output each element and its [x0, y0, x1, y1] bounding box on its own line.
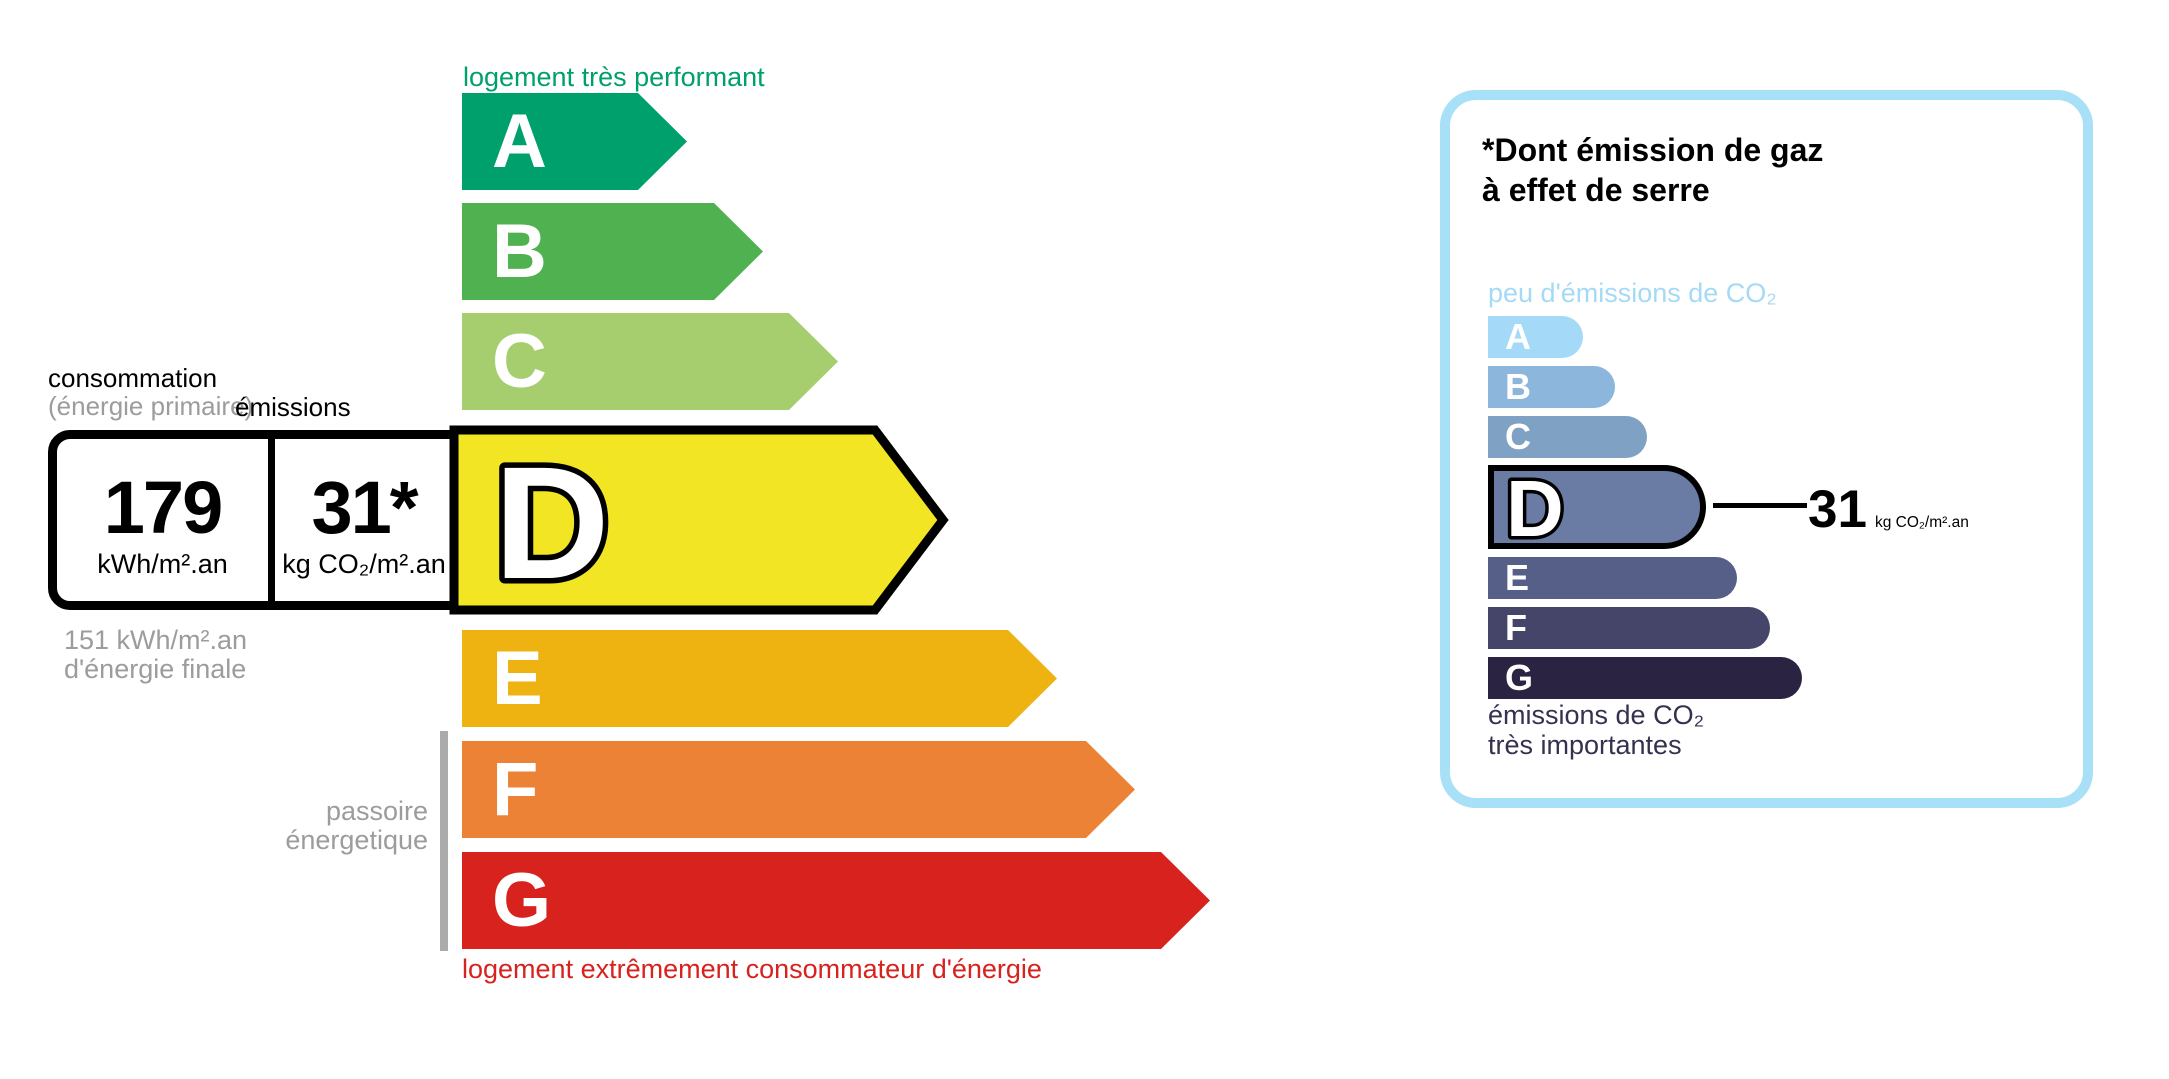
co2-bar-letter: B	[1505, 366, 1531, 407]
energy-bar-f: F	[462, 741, 1135, 838]
co2-panel: *Dont émission de gaz à effet de serre p…	[1440, 90, 2093, 808]
final-energy-note-line1: 151 kWh/m².an	[64, 625, 248, 655]
emissions-header: émissions	[235, 392, 351, 422]
co2-bar-g: G	[1488, 657, 1802, 699]
co2-top-label: peu d'émissions de CO₂	[1488, 278, 1777, 308]
indicator-line	[1713, 503, 1807, 508]
current-class-arrow: D	[449, 425, 949, 618]
energy-bar-a: A	[462, 93, 687, 190]
co2-bar-letter: F	[1505, 607, 1527, 648]
co2-bar-f: F	[1488, 607, 1770, 649]
energy-bar-letter: G	[492, 857, 552, 943]
emissions-value-column: 31* kg CO₂/m².an	[275, 439, 453, 601]
energy-bar-letter: F	[492, 746, 539, 832]
co2-bar-letter: A	[1505, 316, 1531, 357]
consumption-value: 179	[103, 465, 223, 549]
consumption-header: consommation	[48, 363, 218, 393]
co2-bar-e: E	[1488, 557, 1737, 599]
energy-sieve-label-line2: énergetique	[285, 825, 428, 855]
energy-bar-e: E	[462, 630, 1057, 727]
values-divider	[268, 439, 275, 601]
co2-bar-letter: G	[1505, 657, 1534, 698]
co2-current-class-pill: D	[1488, 461, 1706, 557]
co2-bottom-label-line1: émissions de CO₂	[1488, 700, 1705, 730]
emissions-unit: kg CO₂/m².an	[282, 548, 446, 579]
energy-bottom-label: logement extrêmement consommateur d'éner…	[462, 954, 1042, 984]
final-energy-note-line2: d'énergie finale	[64, 654, 247, 684]
co2-bar-c: C	[1488, 416, 1647, 458]
energy-bar-letter: C	[492, 318, 547, 404]
consumption-unit: kWh/m².an	[97, 548, 228, 579]
co2-panel-title-line1: *Dont émission de gaz	[1482, 132, 1824, 168]
current-class-letter: D	[494, 433, 610, 612]
energy-bar-letter: A	[492, 98, 547, 184]
consumption-header-block: consommation (énergie primaire)	[48, 363, 254, 421]
energy-bar-b: B	[462, 203, 763, 300]
co2-bar-letter: E	[1505, 557, 1530, 598]
co2-current-value: 31	[1808, 480, 1867, 539]
co2-current-unit: kg CO₂/m².an	[1874, 514, 1969, 531]
energy-top-label: logement très performant	[463, 62, 765, 92]
co2-panel-title: *Dont émission de gaz à effet de serre	[1482, 130, 1823, 210]
energy-bar-c: C	[462, 313, 838, 410]
co2-bottom-label: émissions de CO₂ très importantes	[1488, 700, 1704, 760]
co2-bar-letter: C	[1505, 416, 1531, 457]
co2-panel-title-line2: à effet de serre	[1482, 172, 1710, 208]
energy-sieve-line	[440, 731, 448, 951]
current-class-arrow-shape	[449, 425, 949, 615]
energy-sieve-label-line1: passoire	[325, 796, 428, 826]
final-energy-note: 151 kWh/m².an d'énergie finale	[64, 626, 247, 684]
energy-bar-letter: E	[492, 635, 543, 721]
energy-sieve-label: passoire énergetique	[228, 797, 428, 855]
co2-bar-b: B	[1488, 366, 1615, 408]
energy-bar-letter: B	[492, 208, 547, 294]
co2-current-class-letter: D	[1506, 471, 1564, 543]
co2-bottom-label-line2: très importantes	[1488, 730, 1682, 760]
emissions-value: 31*	[311, 465, 418, 549]
co2-bar-a: A	[1488, 316, 1583, 358]
consumption-subheader: (énergie primaire)	[48, 391, 254, 421]
co2-current-value-group: 31 kg CO₂/m².an	[1808, 483, 1969, 536]
energy-bar-g: G	[462, 852, 1210, 949]
current-values-box: 179 kWh/m².an 31* kg CO₂/m².an	[48, 430, 462, 610]
consumption-value-column: 179 kWh/m².an	[57, 439, 268, 601]
co2-current-letter-svg: D	[1503, 461, 1568, 557]
